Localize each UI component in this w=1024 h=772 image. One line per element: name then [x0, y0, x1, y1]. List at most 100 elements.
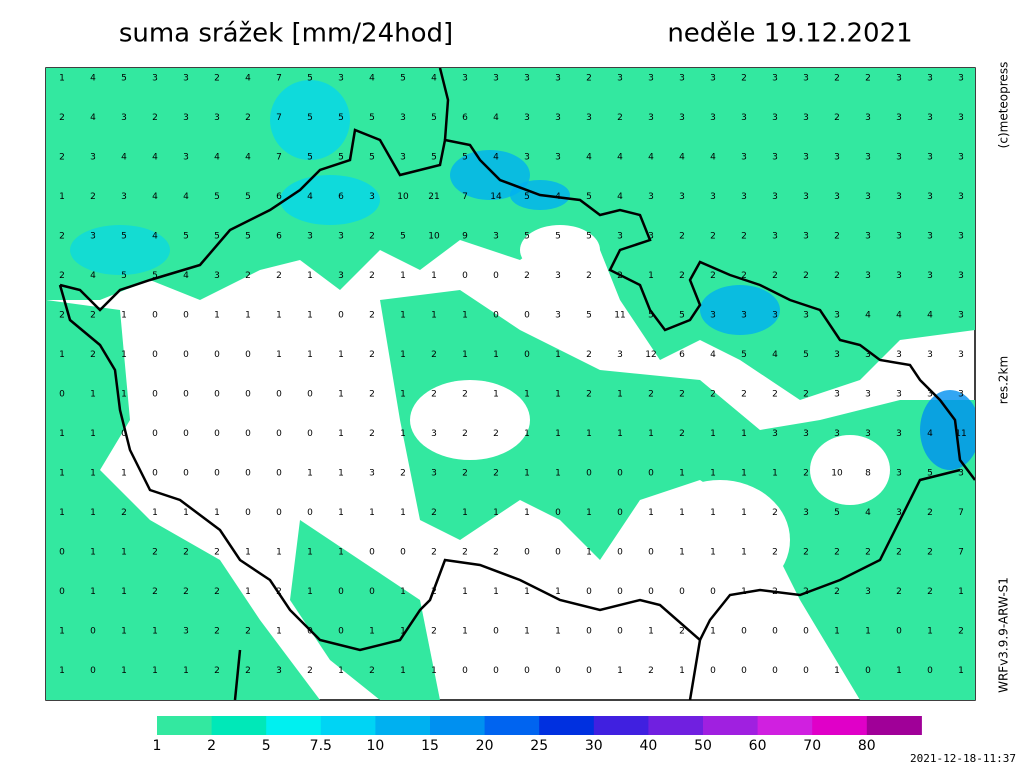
- legend-swatch: [484, 716, 540, 735]
- grid-value: 3: [927, 390, 933, 400]
- grid-value: 1: [617, 390, 623, 400]
- grid-value: 3: [679, 74, 685, 84]
- grid-value: 3: [896, 74, 902, 84]
- grid-value: 1: [183, 508, 189, 518]
- grid-value: 3: [493, 232, 499, 242]
- grid-value: 3: [648, 74, 654, 84]
- grid-value: 5: [679, 311, 685, 321]
- grid-value: 6: [679, 350, 685, 360]
- grid-value: 1: [59, 192, 65, 202]
- grid-value: 5: [307, 153, 313, 163]
- grid-value: 0: [462, 666, 468, 676]
- grid-value: 1: [90, 390, 96, 400]
- grid-value: 1: [431, 271, 437, 281]
- grid-value: 4: [648, 153, 654, 163]
- grid-value: 3: [617, 74, 623, 84]
- grid-value: 3: [927, 232, 933, 242]
- grid-value: 3: [896, 153, 902, 163]
- grid-value: 3: [214, 113, 220, 123]
- grid-value: 3: [152, 74, 158, 84]
- grid-value: 5: [338, 153, 344, 163]
- grid-value: 0: [183, 350, 189, 360]
- grid-value: 2: [59, 232, 65, 242]
- grid-value: 5: [183, 232, 189, 242]
- grid-value: 1: [524, 508, 530, 518]
- grid-value: 3: [865, 271, 871, 281]
- grid-value: 2: [59, 311, 65, 321]
- grid-value: 1: [524, 429, 530, 439]
- grid-value: 1: [710, 627, 716, 637]
- grid-value: 3: [865, 587, 871, 597]
- grid-value: 0: [586, 666, 592, 676]
- grid-value: 2: [803, 390, 809, 400]
- grid-value: 1: [59, 74, 65, 84]
- grid-value: 10: [831, 469, 843, 479]
- grid-value: 2: [121, 508, 127, 518]
- grid-value: 5: [369, 113, 375, 123]
- grid-value: 1: [59, 350, 65, 360]
- grid-value: 3: [958, 113, 964, 123]
- resolution: res.2km: [997, 356, 1011, 404]
- grid-value: 0: [586, 587, 592, 597]
- value-grid: 1 4 5 3 3 2 4 7 5 3 4 5 4 3 3 3 3 2 3 3 3 3 2 3 3 2 2 3 3 32 4 3 2 3 3 2 7 5 5…: [59, 74, 967, 677]
- grid-value: 2: [400, 469, 406, 479]
- grid-value: 3: [183, 74, 189, 84]
- grid-value: 3: [772, 74, 778, 84]
- grid-value: 1: [338, 390, 344, 400]
- grid-value: 3: [896, 350, 902, 360]
- grid-value: 3: [772, 113, 778, 123]
- grid-value: 1: [834, 627, 840, 637]
- legend-swatch: [375, 716, 431, 735]
- grid-value: 0: [617, 469, 623, 479]
- grid-value: 1: [338, 666, 344, 676]
- grid-value: 2: [586, 271, 592, 281]
- grid-value: 12: [645, 350, 656, 360]
- grid-value: 9: [462, 232, 468, 242]
- grid-value: 3: [865, 429, 871, 439]
- grid-value: 1: [245, 548, 251, 558]
- legend-swatch: [757, 716, 813, 735]
- grid-value: 1: [152, 627, 158, 637]
- grid-value: 4: [90, 74, 96, 84]
- grid-value: 3: [803, 74, 809, 84]
- grid-value: 1: [214, 311, 220, 321]
- grid-value: 5: [741, 350, 747, 360]
- grid-value: 1: [524, 627, 530, 637]
- grid-value: 2: [679, 627, 685, 637]
- grid-value: 0: [896, 627, 902, 637]
- grid-value: 1: [338, 429, 344, 439]
- grid-value: 0: [276, 469, 282, 479]
- grid-value: 1: [121, 390, 127, 400]
- grid-value: 3: [710, 74, 716, 84]
- grid-value: 2: [524, 271, 530, 281]
- grid-value: 2: [462, 429, 468, 439]
- grid-value: 4: [152, 153, 158, 163]
- grid-value: 3: [524, 153, 530, 163]
- grid-value: 1: [369, 508, 375, 518]
- legend-label: 7.5: [310, 738, 332, 754]
- grid-value: 1: [555, 587, 561, 597]
- date: neděle 19.12.2021: [667, 19, 912, 49]
- grid-value: 0: [710, 666, 716, 676]
- grid-value: 3: [896, 192, 902, 202]
- grid-value: 4: [710, 153, 716, 163]
- grid-value: 4: [90, 271, 96, 281]
- grid-value: 3: [524, 74, 530, 84]
- grid-value: 3: [958, 390, 964, 400]
- grid-value: 2: [245, 666, 251, 676]
- grid-value: 1: [586, 429, 592, 439]
- grid-value: 3: [927, 350, 933, 360]
- grid-value: 3: [772, 153, 778, 163]
- grid-value: 3: [865, 350, 871, 360]
- legend-swatch: [703, 716, 759, 735]
- grid-value: 0: [183, 429, 189, 439]
- grid-value: 3: [803, 429, 809, 439]
- grid-value: 5: [400, 74, 406, 84]
- legend-label: 15: [421, 738, 439, 754]
- grid-value: 2: [152, 113, 158, 123]
- grid-value: 5: [524, 192, 530, 202]
- grid-value: 2: [927, 587, 933, 597]
- grid-value: 0: [741, 627, 747, 637]
- grid-value: 3: [555, 113, 561, 123]
- grid-value: 2: [617, 113, 623, 123]
